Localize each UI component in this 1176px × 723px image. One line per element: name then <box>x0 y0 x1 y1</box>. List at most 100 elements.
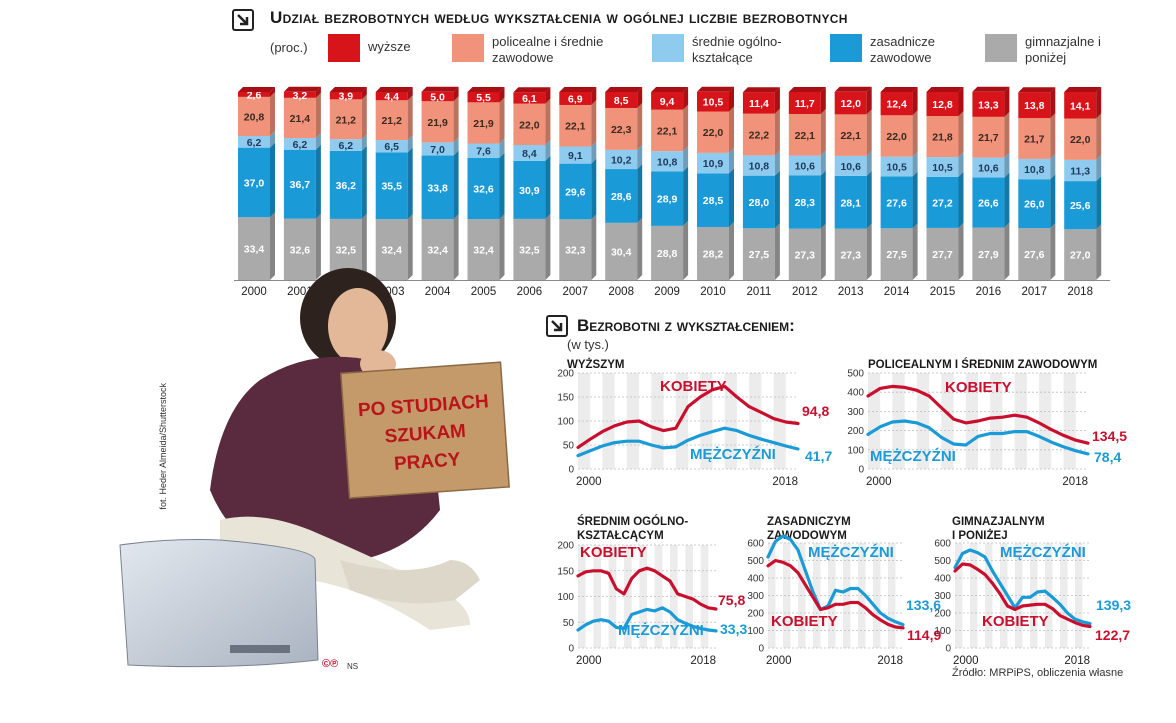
bar-value-label: 27,0 <box>1070 250 1091 262</box>
bar-segment-side <box>729 147 734 174</box>
bar-value-label: 33,4 <box>244 244 265 256</box>
bar-segment-side <box>958 152 964 177</box>
laptop-port <box>230 645 290 653</box>
bar-segment <box>742 92 775 114</box>
bar-segment <box>329 139 362 151</box>
bar-segment-side <box>1004 111 1010 158</box>
x-tick-label: 2000 <box>576 476 602 488</box>
bar-segment-side <box>453 96 459 143</box>
bar-value-label: 26,0 <box>1024 199 1045 211</box>
series-line <box>953 548 1092 626</box>
bar-value-label: 3,2 <box>293 90 308 102</box>
end-value-women: 122,7 <box>1095 627 1130 643</box>
y-tick-label: 200 <box>847 426 864 437</box>
bar-value-label: 32,4 <box>427 245 448 257</box>
series-line <box>576 566 718 611</box>
bar-value-label: 26,6 <box>978 198 999 210</box>
panel-title: I PONIŻEJ <box>952 529 1008 542</box>
bar-segment-side <box>912 151 918 177</box>
bar-value-label: 25,6 <box>1070 200 1091 212</box>
bar-segment <box>559 163 592 220</box>
background-stripe <box>941 373 954 469</box>
bar-segment <box>880 228 913 280</box>
bar-value-label: 32,6 <box>290 244 311 256</box>
bar-segment-side <box>820 223 826 280</box>
bar-top-face <box>880 87 918 92</box>
bar-segment-side <box>361 145 367 219</box>
panel-title: KSZTAŁCĄCYM <box>577 530 664 542</box>
y-tick-label: 200 <box>557 369 574 380</box>
x-tick-label: 2018 <box>877 655 903 667</box>
bar-segment <box>788 228 821 280</box>
bar-segment <box>697 226 729 280</box>
unit-label: (proc.) <box>270 40 308 55</box>
bar-value-label: 8,5 <box>614 95 629 107</box>
bar-value-label: 37,0 <box>244 177 265 189</box>
bar-top-face <box>238 87 275 92</box>
bar-segment <box>421 155 454 220</box>
legend-label: średnie ogólno-kształcące <box>692 34 782 65</box>
bar-value-label: 27,3 <box>795 249 816 261</box>
bar-segment-side <box>958 171 964 228</box>
bar-segment-side <box>820 108 826 156</box>
bar-value-label: 30,9 <box>519 185 540 197</box>
bar-segment <box>1064 159 1097 182</box>
bar-segment <box>926 227 959 280</box>
bar-segment <box>283 218 316 280</box>
bar-segment <box>880 92 913 116</box>
bar-value-label: 28,6 <box>611 191 632 203</box>
end-value-women: 134,5 <box>1092 428 1127 444</box>
bar-value-label: 22,0 <box>1070 134 1091 146</box>
x-tick-label: 2014 <box>884 286 910 298</box>
bar-segment <box>238 147 270 218</box>
y-tick-label: 100 <box>747 626 764 637</box>
bar-top-face <box>421 86 459 92</box>
bar-segment-side <box>1096 176 1102 230</box>
x-tick-label: 2015 <box>930 286 956 298</box>
arrow-icon <box>546 315 568 337</box>
bar-segment <box>467 143 500 158</box>
y-tick-label: 0 <box>568 465 574 476</box>
y-tick-label: 600 <box>934 539 951 550</box>
bar-segment-side <box>912 223 918 280</box>
y-tick-label: 300 <box>847 407 864 418</box>
face <box>328 288 388 364</box>
series-label-women: KOBIETY <box>945 379 1012 396</box>
bar-segment-side <box>729 168 734 227</box>
y-tick-label: 100 <box>557 417 574 428</box>
series-label-men: MĘŻCZYŹNI <box>808 544 894 561</box>
bar-segment <box>605 149 638 170</box>
bar-value-label: 27,9 <box>978 249 999 261</box>
bar-value-label: 28,5 <box>703 195 724 207</box>
bar-segment-side <box>270 130 275 148</box>
bar-segment <box>972 91 1005 117</box>
end-value-men: 78,4 <box>1094 449 1121 465</box>
x-tick-label: 2018 <box>772 476 798 488</box>
x-tick-label: 2004 <box>425 286 451 298</box>
bar-segment <box>283 97 316 139</box>
bar-segment-side <box>591 158 597 220</box>
bar-segment-side <box>270 142 275 218</box>
panel-title: ZASADNICZYM <box>767 516 851 528</box>
bar-value-label: 21,2 <box>381 115 402 127</box>
source-note: Źródło: MRPiPS, obliczenia własne <box>952 667 1124 679</box>
bar-segment <box>421 142 454 156</box>
end-value-men: 41,7 <box>805 448 832 464</box>
sign-line-3: PRACY <box>393 449 461 475</box>
background-stripe <box>888 543 896 648</box>
bar-segment <box>788 155 821 176</box>
bar-segment-side <box>453 150 459 220</box>
bar-value-label: 12,0 <box>840 98 861 110</box>
bar-value-label: 7,0 <box>430 144 445 156</box>
bar-value-label: 27,7 <box>932 249 953 261</box>
panel-title: GIMNAZJALNYM <box>952 516 1045 528</box>
series-line <box>953 562 1092 629</box>
bar-segment-side <box>499 97 505 144</box>
bar-segment <box>513 92 546 104</box>
bar-segment-side <box>866 109 872 156</box>
bar-segment-side <box>912 171 918 229</box>
bar-segment <box>651 171 684 226</box>
y-tick-label: 0 <box>758 644 764 655</box>
bar-segment-side <box>315 144 321 219</box>
bar-value-label: 10,5 <box>886 162 907 174</box>
